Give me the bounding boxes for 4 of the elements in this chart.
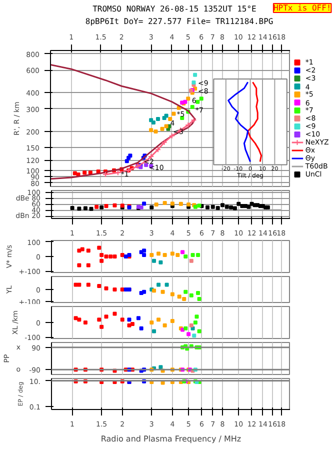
chart-title: TROMSO NORWAY 26-08-15 1352UT 15°E	[92, 4, 257, 14]
text: HPTx is OFF!	[273, 4, 332, 12]
x-axis-title: Radio and Plasma Frequency / MHz	[100, 434, 242, 444]
chart-subtitle: 8pBP6It DoY= 227.577 File= TR112184.BPG	[85, 17, 274, 26]
